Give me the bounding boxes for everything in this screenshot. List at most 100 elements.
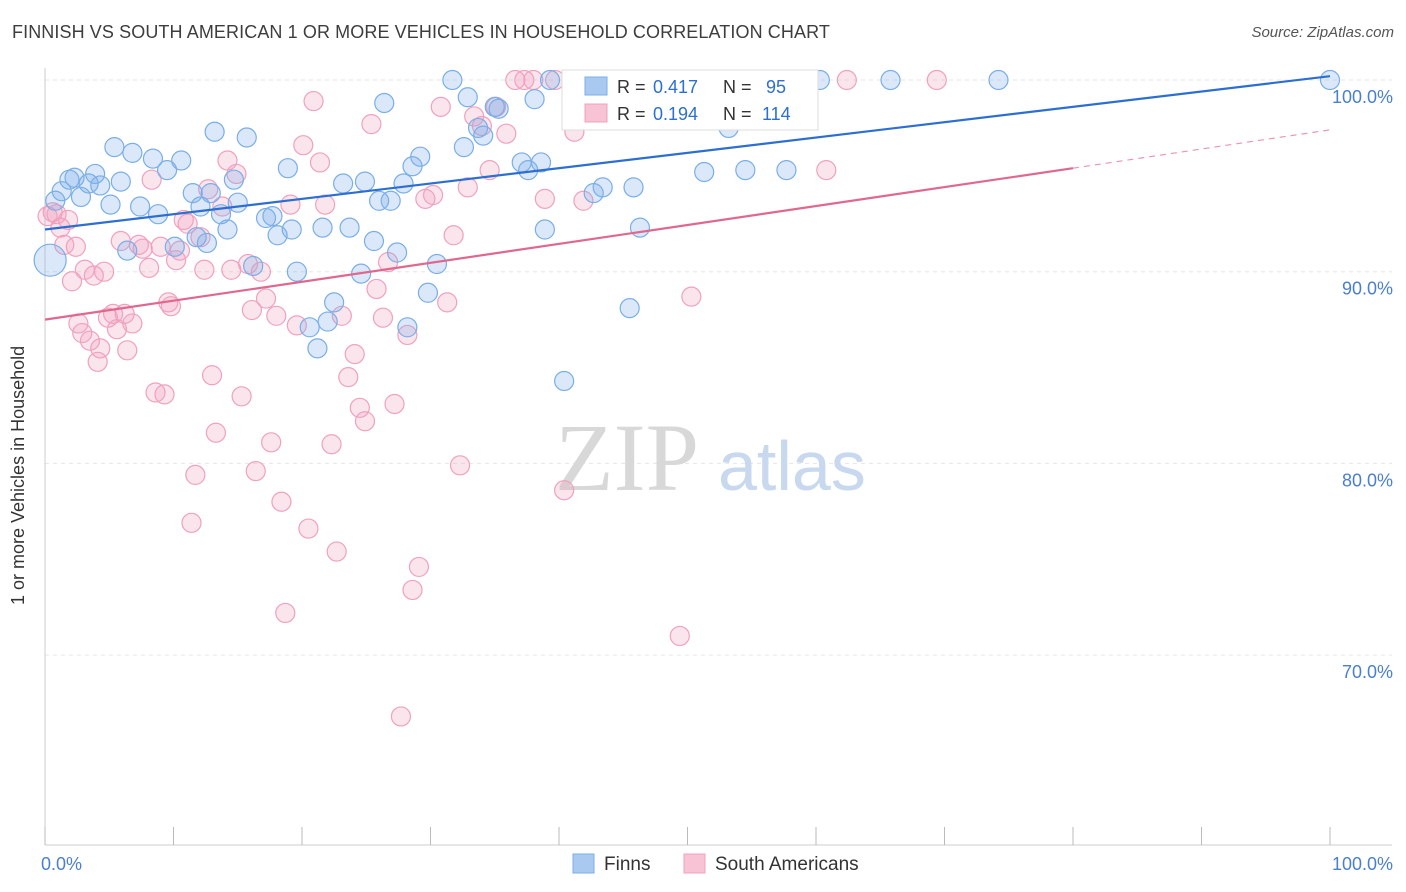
south-americans-point <box>94 261 115 282</box>
axes <box>44 68 1392 846</box>
finns-point <box>397 317 418 338</box>
south-americans-trend-line <box>44 167 1074 321</box>
south-americans-point <box>266 305 287 326</box>
finns-point <box>453 136 475 158</box>
south-americans-point <box>198 179 219 200</box>
south-americans-point <box>321 434 342 455</box>
legend-finns-n-value: 95 <box>766 77 786 97</box>
finns-point <box>629 217 651 238</box>
south-americans-point <box>443 225 464 246</box>
finns-point <box>534 219 555 240</box>
south-americans-point <box>122 313 143 334</box>
finns-point <box>85 163 106 185</box>
finns-point <box>333 173 354 194</box>
south-americans-point <box>280 194 301 215</box>
south-americans-point <box>437 292 458 313</box>
south-americans-point <box>309 152 331 173</box>
south-americans-point <box>58 209 79 231</box>
finns-point <box>90 175 111 196</box>
finns-point <box>317 311 338 332</box>
finns-point <box>110 171 131 192</box>
south-americans-point <box>349 397 370 418</box>
finns-point <box>236 127 257 148</box>
trend-lines <box>44 75 1331 321</box>
finns-point <box>488 98 509 119</box>
legend-finns-r-value: 0.417 <box>653 77 698 97</box>
south-americans-point <box>681 286 702 307</box>
finns-point <box>473 125 494 146</box>
finns-point <box>694 161 715 183</box>
legend-sa-r-label: R = <box>617 104 646 124</box>
south-americans-point <box>408 556 430 578</box>
south-americans-point <box>354 411 376 432</box>
grid-lines <box>45 79 1392 656</box>
finns-point <box>312 217 333 238</box>
finns-point <box>442 69 463 91</box>
south-americans-point <box>241 299 262 321</box>
south-americans-point <box>275 602 296 624</box>
legend-finns-box <box>572 853 595 874</box>
south-americans-point <box>90 338 111 359</box>
stats-legend: R = 0.417 N = 95 R = 0.194 N = 114 <box>561 69 819 131</box>
finns-point <box>539 69 561 91</box>
south-americans-point <box>150 236 171 257</box>
finns-point <box>880 69 901 91</box>
finns-point <box>51 181 72 202</box>
finns-point <box>223 169 244 190</box>
legend-finns-n-label: N = <box>723 77 752 97</box>
watermark: ZIP atlas <box>555 404 866 511</box>
finns-point <box>524 89 545 110</box>
finns-point <box>776 159 797 181</box>
south-americans-point <box>194 259 215 280</box>
finns-trend-line <box>44 75 1331 231</box>
south-americans-point <box>286 315 307 336</box>
south-americans-point <box>554 480 575 501</box>
south-americans-point <box>271 491 292 512</box>
watermark-atlas: atlas <box>718 427 866 505</box>
tick-labels: 100.0% 90.0% 80.0% 70.0% 0.0% 100.0% <box>41 87 1393 874</box>
finns-point <box>354 171 376 192</box>
series-legend: Finns South Americans <box>572 853 859 875</box>
series-south-americans-points <box>37 69 947 727</box>
south-americans-point <box>61 271 83 292</box>
chart-title: FINNISH VS SOUTH AMERICAN 1 OR MORE VEHI… <box>12 22 830 42</box>
finns-point <box>142 148 164 169</box>
south-americans-point <box>366 278 387 300</box>
finns-point <box>217 219 238 240</box>
south-americans-point <box>361 113 382 135</box>
finns-point <box>339 217 360 238</box>
south-americans-point <box>298 518 319 539</box>
south-americans-point <box>397 324 418 346</box>
south-americans-point <box>422 184 444 206</box>
south-americans-point <box>154 384 175 405</box>
south-americans-point <box>185 464 206 486</box>
finns-point <box>122 142 143 163</box>
x-tick-label-max: 100.0% <box>1332 854 1393 874</box>
south-americans-point <box>245 460 266 482</box>
finns-point <box>393 173 414 194</box>
south-americans-point <box>79 330 101 351</box>
y-tick-label: 90.0% <box>1342 279 1393 299</box>
finns-point <box>410 146 431 167</box>
finns-point <box>100 194 121 215</box>
finns-point <box>324 292 345 313</box>
south-americans-point <box>430 96 451 117</box>
south-americans-point <box>390 706 412 727</box>
finns-point <box>369 190 390 211</box>
south-americans-point <box>293 135 314 156</box>
finns-point <box>619 298 640 319</box>
legend-south-americans-name: South Americans <box>715 854 859 875</box>
finns-point <box>104 136 125 158</box>
south-americans-point <box>261 432 282 453</box>
south-americans-point <box>231 386 252 407</box>
y-axis-label-text: 1 or more Vehicles in Household <box>8 345 28 605</box>
south-americans-point <box>83 265 104 286</box>
finns-point <box>186 227 207 248</box>
finns-point <box>363 230 385 252</box>
south-americans-point <box>816 159 837 181</box>
legend-south-americans-swatch <box>584 103 608 123</box>
south-americans-point <box>65 236 86 257</box>
south-americans-point <box>836 69 857 91</box>
south-americans-point <box>402 579 423 601</box>
